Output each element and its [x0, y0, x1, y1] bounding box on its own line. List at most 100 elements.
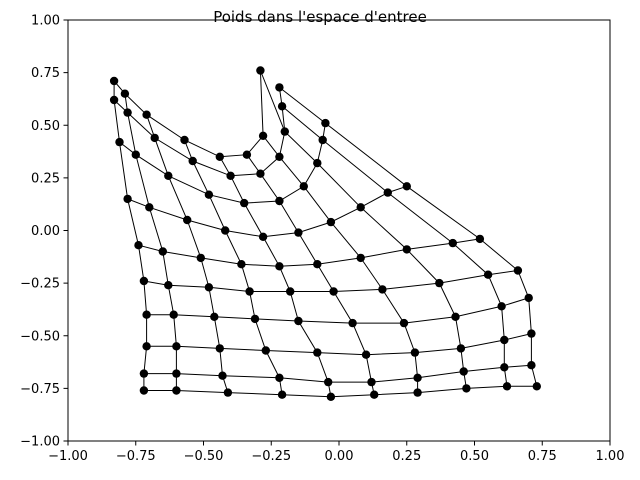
weight-point — [348, 318, 357, 328]
weight-point — [513, 266, 523, 275]
weight-point — [410, 348, 420, 357]
weight-point — [275, 152, 284, 161]
grid-lines-layer — [113, 70, 538, 398]
weight-point — [250, 314, 260, 324]
x-tick-label: −0.50 — [184, 449, 224, 464]
y-axis: −1.00 −0.75 −0.50 −0.25 0.00 0.25 0.50 0.75 1.00 — [20, 14, 68, 450]
weight-point — [245, 287, 254, 296]
weight-point — [183, 215, 192, 225]
weight-point — [139, 276, 149, 286]
grid-row-line — [143, 270, 518, 292]
weight-point — [120, 89, 130, 98]
weight-point — [115, 137, 124, 147]
y-tick-label: 0.75 — [31, 66, 60, 81]
weight-point — [402, 245, 411, 254]
grid-column-line — [219, 156, 332, 397]
weight-point — [313, 158, 322, 168]
x-tick-label: 0.25 — [392, 449, 421, 464]
y-tick-label: 0.50 — [31, 119, 60, 134]
weight-point — [527, 361, 536, 370]
weight-point — [258, 232, 268, 241]
weight-point — [275, 262, 284, 271]
x-tick-label: 0.75 — [528, 449, 557, 464]
weight-point — [145, 203, 154, 212]
weight-point — [218, 371, 227, 380]
grid-points-layer — [109, 66, 541, 401]
y-tick-label: 0.00 — [31, 224, 60, 239]
weight-point — [210, 312, 219, 321]
weight-point — [150, 133, 159, 143]
weight-point — [277, 102, 287, 111]
weight-point — [324, 377, 333, 387]
weight-point — [459, 367, 468, 376]
weight-point — [502, 382, 512, 391]
weight-point — [280, 127, 289, 136]
weight-point — [326, 217, 336, 227]
weight-point — [500, 363, 509, 372]
weight-point — [139, 369, 149, 378]
grid-row-line — [138, 238, 480, 267]
weight-point — [275, 373, 284, 382]
grid-column-line — [146, 114, 229, 393]
weight-point — [109, 76, 119, 86]
weight-point — [299, 182, 308, 191]
x-tick-label: −1.00 — [48, 449, 88, 464]
weight-point — [256, 66, 265, 75]
weight-point — [497, 302, 506, 311]
weight-point — [172, 386, 181, 395]
weight-point — [134, 241, 143, 250]
weight-point — [532, 382, 541, 391]
weight-point — [223, 388, 233, 397]
weight-point — [370, 390, 379, 399]
weight-point — [413, 388, 422, 397]
y-tick-label: 1.00 — [31, 14, 60, 29]
weight-point — [451, 312, 460, 321]
weight-point — [196, 253, 205, 263]
weight-point — [131, 150, 140, 159]
grid-column-line — [184, 139, 283, 395]
weight-point — [500, 335, 509, 345]
grid-row-line — [127, 185, 407, 238]
weight-point — [109, 95, 119, 105]
y-tick-label: −0.50 — [20, 329, 60, 344]
weight-point — [172, 342, 181, 351]
grid-row-line — [113, 87, 286, 177]
weight-point — [275, 83, 284, 92]
weight-point — [275, 196, 284, 206]
weight-point — [294, 316, 303, 326]
weight-point — [188, 156, 197, 166]
weight-point — [180, 135, 189, 145]
y-tick-label: 0.25 — [31, 171, 60, 186]
weight-point — [383, 188, 392, 197]
grid-column-line — [281, 105, 508, 387]
weight-point — [142, 110, 151, 119]
grid-column-line — [259, 70, 467, 389]
x-tick-label: −0.25 — [251, 449, 291, 464]
weight-point — [448, 238, 457, 248]
grid-column-line — [262, 135, 419, 393]
weight-point — [204, 190, 214, 199]
weight-point — [158, 247, 167, 256]
x-tick-label: 0.00 — [325, 449, 354, 464]
weight-point — [261, 346, 270, 355]
x-tick-label: −0.75 — [116, 449, 156, 464]
weight-point — [313, 348, 322, 357]
weight-point — [378, 285, 387, 294]
weight-point — [475, 234, 485, 244]
x-tick-label: 1.00 — [596, 449, 625, 464]
weight-point — [367, 377, 376, 387]
grid-row-line — [146, 333, 532, 356]
weight-point — [258, 131, 268, 140]
weight-point — [142, 342, 151, 351]
weight-point — [483, 270, 493, 279]
weight-point — [326, 392, 336, 401]
y-tick-label: −0.25 — [20, 277, 60, 292]
grid-column-line — [124, 93, 177, 391]
plot-frame — [67, 19, 611, 442]
grid-row-line — [113, 70, 264, 158]
x-axis: −1.00 −0.75 −0.50 −0.25 0.00 0.25 0.50 0.75 1.00 — [48, 441, 624, 464]
grid-column-line — [113, 81, 148, 391]
weight-point — [172, 369, 181, 378]
weight-point — [318, 135, 327, 145]
grid-row-line — [146, 297, 529, 324]
